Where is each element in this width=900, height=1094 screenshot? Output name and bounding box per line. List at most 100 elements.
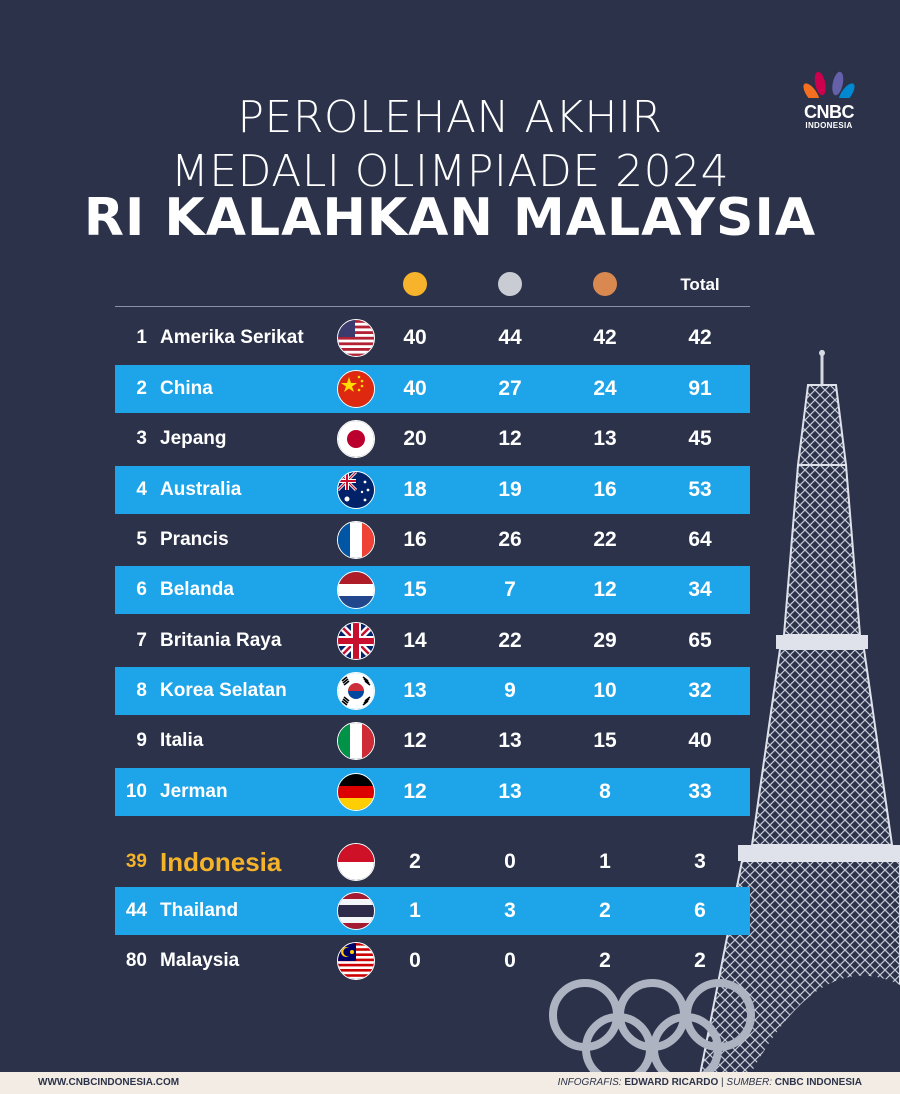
netherlands-flag-icon: [337, 571, 375, 609]
rank-cell: 9: [136, 730, 147, 751]
rank-cell: 5: [136, 529, 147, 550]
table-row: 2 China 40 27 24 91: [115, 365, 750, 413]
gold-count: 15: [403, 578, 427, 601]
total-count: 45: [688, 427, 712, 450]
bronze-count: 12: [593, 578, 617, 601]
france-flag-icon: [337, 521, 375, 559]
total-count: 91: [688, 377, 712, 400]
country-name: Australia: [160, 479, 242, 500]
gold-count: 0: [409, 949, 421, 972]
peacock-icon: [801, 71, 857, 116]
total-count: 64: [688, 528, 712, 551]
table-row: 44 Thailand 1 3 2 6: [115, 887, 750, 935]
silver-medal-icon: [498, 272, 522, 296]
footer-credits: INFOGRAFIS: EDWARD RICARDO | SUMBER: CNB…: [558, 1077, 862, 1088]
silver-count: 22: [498, 629, 522, 652]
rank-cell: 4: [136, 479, 147, 500]
logo-brand: CNBC: [804, 102, 855, 122]
country-name: Britania Raya: [160, 630, 282, 651]
silver-count: 13: [498, 729, 522, 752]
gold-count: 14: [403, 629, 427, 652]
table-row: 10 Jerman 12 13 8 33: [115, 768, 750, 816]
country-name: Belanda: [160, 579, 234, 600]
bronze-medal-icon: [593, 272, 617, 296]
country-name: Prancis: [160, 529, 229, 550]
rank-cell: 80: [125, 950, 147, 971]
source-label: SUMBER:: [726, 1077, 772, 1088]
malaysia-flag-icon: [337, 942, 375, 980]
country-name: Indonesia: [160, 847, 282, 877]
country-name: Korea Selatan: [160, 680, 287, 701]
bronze-count: 13: [593, 427, 617, 450]
table-row: 9 Italia 12 13 15 40: [115, 717, 750, 765]
page-headline: RI KALAHKAN MALAYSIA: [83, 188, 817, 248]
total-count: 40: [688, 729, 712, 752]
page-title-line-2: MEDALI OLIMPIADE 2024: [170, 146, 730, 197]
olympic-rings-icon: [549, 979, 755, 1072]
table-row: 6 Belanda 15 7 12 34: [115, 566, 750, 614]
total-count: 2: [694, 949, 706, 972]
south-korea-flag-icon: [337, 672, 375, 710]
table-row: 8 Korea Selatan 13 9 10 32: [115, 667, 750, 715]
rank-cell: 39: [125, 851, 147, 872]
gold-count: 12: [403, 780, 427, 803]
bronze-count: 24: [593, 377, 617, 400]
gold-count: 2: [409, 850, 421, 873]
thailand-flag-icon: [337, 892, 375, 930]
eiffel-tower-icon: [698, 350, 900, 1075]
gold-count: 40: [403, 377, 427, 400]
gold-count: 18: [403, 478, 427, 501]
rank-cell: 3: [136, 428, 147, 449]
footer-bar: WWW.CNBCINDONESIA.COM INFOGRAFIS: EDWARD…: [0, 1072, 900, 1094]
australia-flag-icon: [337, 471, 375, 509]
silver-count: 13: [498, 780, 522, 803]
silver-count: 0: [504, 850, 516, 873]
table-row: 3 Jepang 20 12 13 45: [115, 415, 750, 463]
country-name: Malaysia: [160, 950, 240, 971]
silver-count: 7: [504, 578, 516, 601]
table-row: 5 Prancis 16 26 22 64: [115, 516, 750, 564]
gold-count: 12: [403, 729, 427, 752]
rank-cell: 10: [125, 781, 147, 802]
total-count: 32: [688, 679, 712, 702]
total-count: 6: [694, 899, 706, 922]
total-count: 3: [694, 850, 706, 873]
gold-medal-icon: [403, 272, 427, 296]
bronze-count: 42: [593, 326, 617, 349]
germany-flag-icon: [337, 773, 375, 811]
cnbc-logo: CNBC INDONESIA: [796, 64, 862, 130]
table-row: 7 Britania Raya 14 22 29 65: [115, 617, 750, 665]
indonesia-flag-icon: [337, 843, 375, 881]
total-count: 65: [688, 629, 712, 652]
bronze-count: 22: [593, 528, 617, 551]
logo-subtitle: INDONESIA: [805, 121, 853, 130]
country-name: Jerman: [160, 781, 228, 802]
silver-count: 9: [504, 679, 516, 702]
silver-count: 0: [504, 949, 516, 972]
gold-count: 20: [403, 427, 427, 450]
japan-flag-icon: [337, 420, 375, 458]
table-row: 1 Amerika Serikat 40 44 42 42: [115, 314, 750, 362]
silver-count: 3: [504, 899, 516, 922]
footer-website: WWW.CNBCINDONESIA.COM: [38, 1077, 180, 1088]
credit-separator: |: [721, 1077, 727, 1088]
usa-flag-icon: [337, 319, 375, 357]
silver-count: 27: [498, 377, 522, 400]
uk-flag-icon: [337, 622, 375, 660]
total-count: 42: [688, 326, 712, 349]
country-name: Jepang: [160, 428, 227, 449]
italy-flag-icon: [337, 722, 375, 760]
source-name: CNBC INDONESIA: [774, 1077, 862, 1088]
gold-count: 13: [403, 679, 427, 702]
credit-name: EDWARD RICARDO: [624, 1077, 719, 1088]
bronze-count: 15: [593, 729, 617, 752]
bronze-count: 10: [593, 679, 617, 702]
total-column-header: Total: [680, 275, 720, 294]
rank-cell: 2: [136, 378, 147, 399]
credit-label: INFOGRAFIS:: [557, 1077, 622, 1088]
bronze-count: 1: [599, 850, 611, 873]
silver-count: 44: [498, 326, 522, 349]
bronze-count: 2: [599, 949, 611, 972]
country-name: Amerika Serikat: [160, 327, 304, 348]
rank-cell: 6: [136, 579, 147, 600]
